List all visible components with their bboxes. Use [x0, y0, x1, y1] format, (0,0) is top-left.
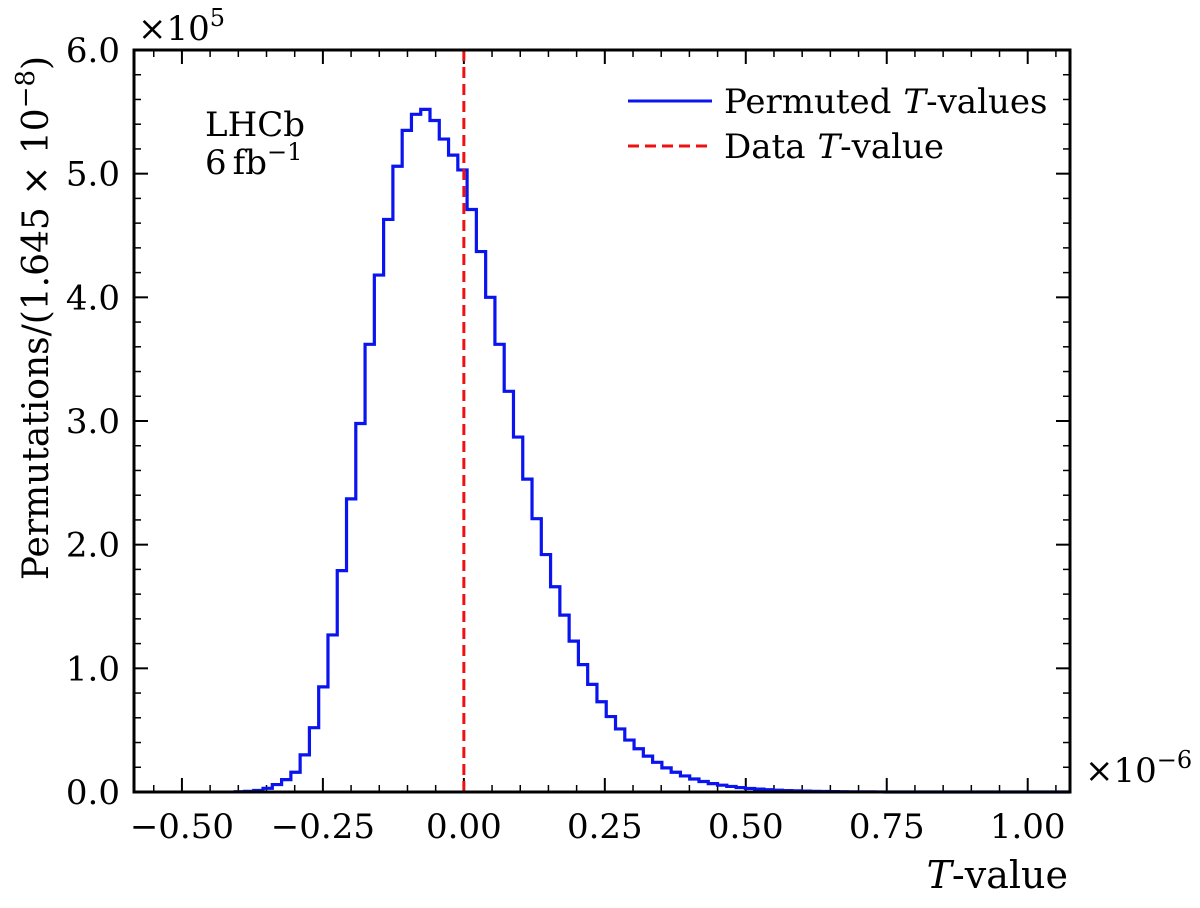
- plot-frame: [132, 48, 1072, 794]
- x-tick-label: 0.50: [708, 807, 784, 847]
- y-tick-label: 2.0: [66, 526, 120, 566]
- y-tick-label: 3.0: [66, 402, 120, 442]
- x-tick-label: 0.00: [426, 807, 502, 847]
- y-tick-label: 0.0: [66, 773, 120, 813]
- luminosity-label: 6 fb−1: [205, 138, 302, 183]
- x-tick-label: −0.25: [271, 807, 375, 847]
- y-tick-label: 6.0: [66, 31, 120, 71]
- x-multiplier: ×10−6: [1085, 746, 1192, 791]
- legend: Permuted T-values Data T-value: [628, 82, 1047, 167]
- plot-series: [233, 50, 1070, 794]
- legend-label-permuted: Permuted T-values: [724, 82, 1047, 122]
- tick-labels: −0.50 −0.25 0.00 0.25 0.50 0.75 1.00 0.0 1.0 2.0 3…: [66, 31, 1066, 847]
- y-axis-label: Permutations/(1.645 × 10−8): [11, 56, 57, 580]
- x-tick-label: −0.50: [130, 807, 234, 847]
- y-tick-label: 4.0: [66, 278, 120, 318]
- permuted-t-values-histogram: [233, 107, 1070, 794]
- legend-label-data: Data T-value: [724, 127, 944, 167]
- y-multiplier: ×105: [138, 4, 225, 49]
- x-tick-label: 0.75: [849, 807, 925, 847]
- x-tick-label: 0.25: [567, 807, 643, 847]
- y-tick-label: 1.0: [66, 649, 120, 689]
- experiment-label: LHCb: [205, 105, 305, 145]
- x-tick-label: 1.00: [990, 807, 1066, 847]
- y-tick-label: 5.0: [66, 155, 120, 195]
- x-axis-label: T-value: [927, 853, 1068, 897]
